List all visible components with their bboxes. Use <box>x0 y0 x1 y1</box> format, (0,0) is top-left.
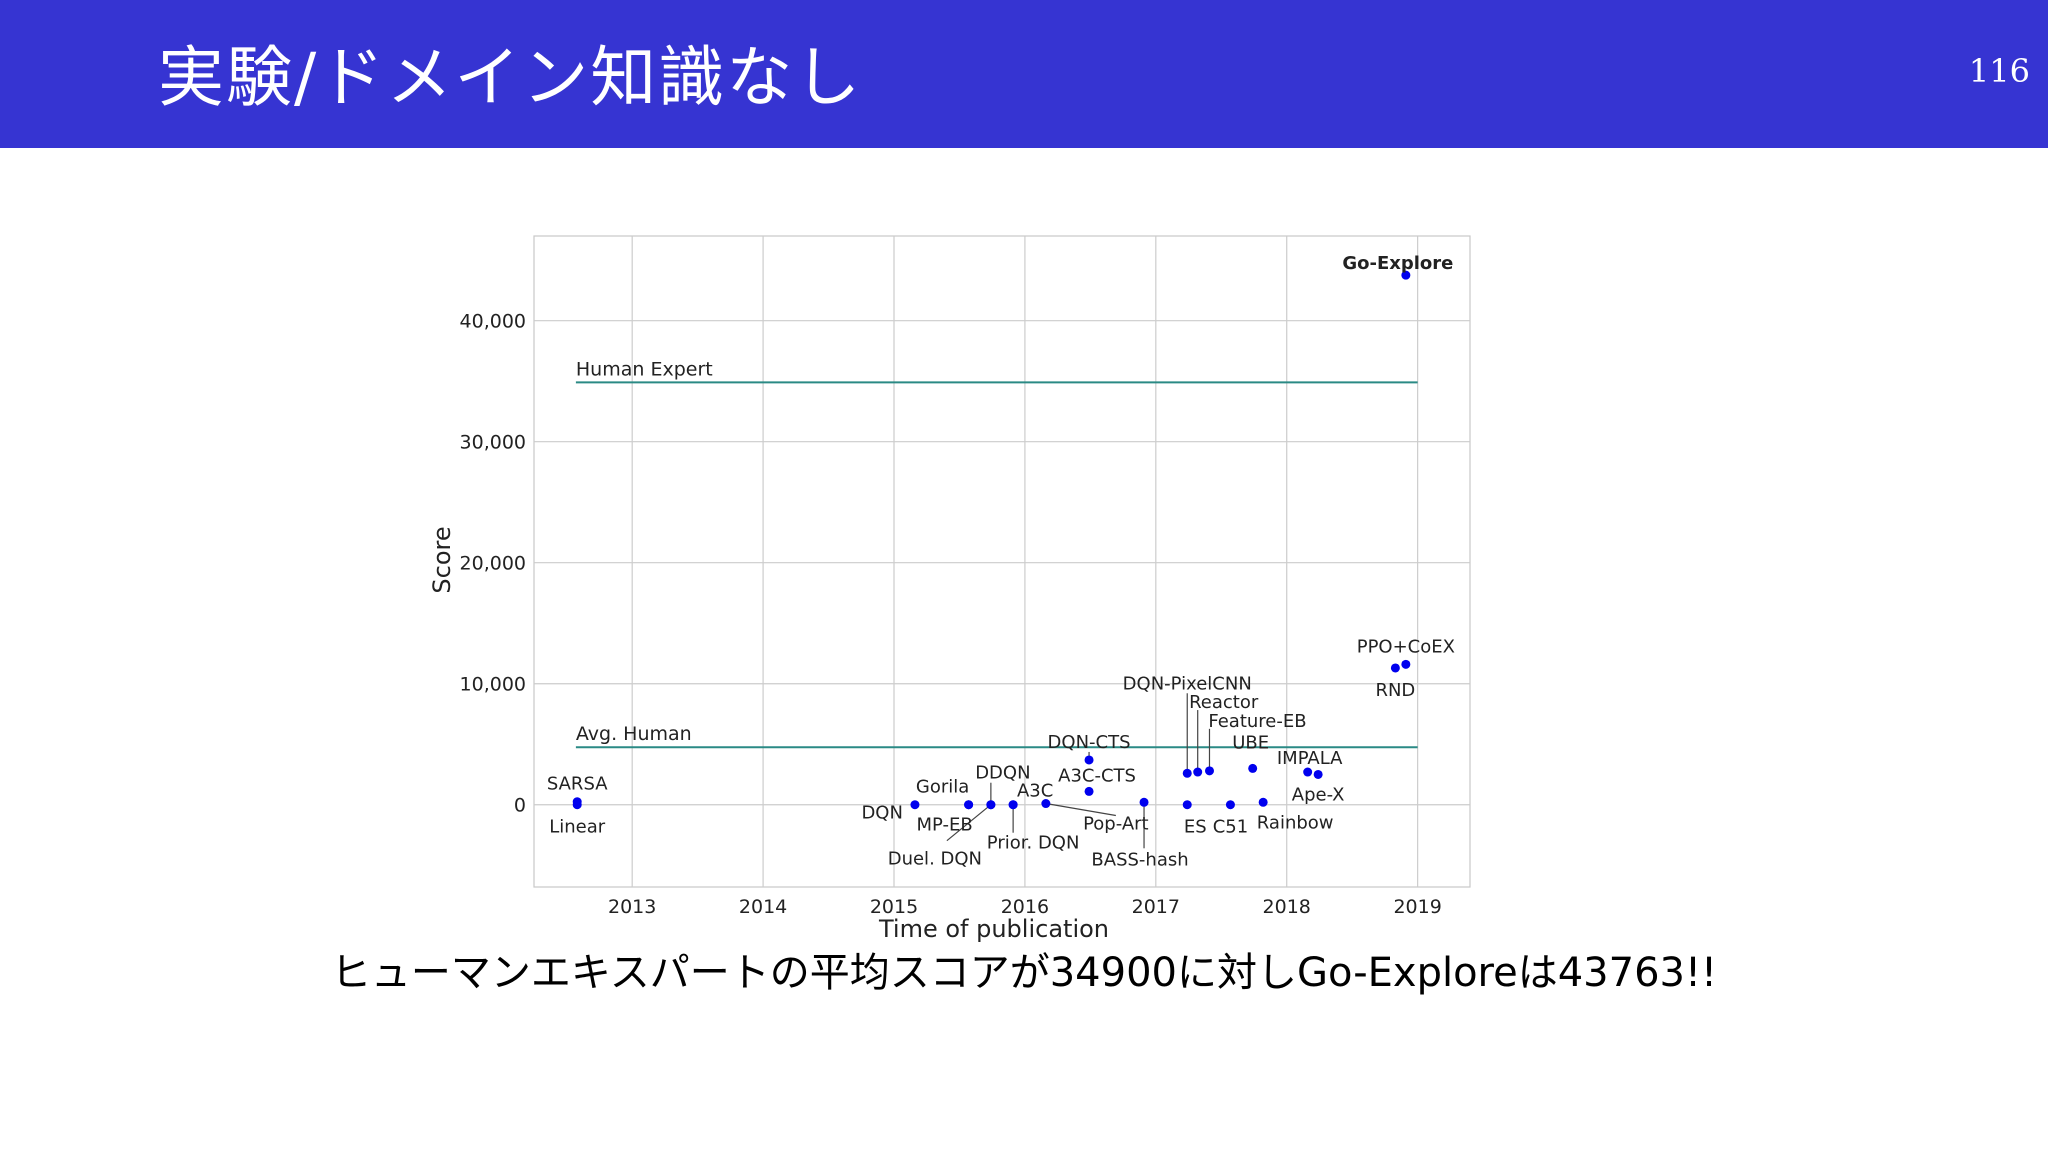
data-point <box>986 800 996 810</box>
point-leader-line <box>1045 802 1116 817</box>
data-point <box>1303 767 1313 777</box>
point-label: A3C-CTS <box>1058 765 1136 786</box>
point-label: Prior. DQN <box>987 833 1080 854</box>
x-tick-label: 2014 <box>739 896 787 918</box>
data-point <box>1390 663 1400 673</box>
point-label: Gorila <box>916 777 969 798</box>
data-point <box>1008 800 1018 810</box>
x-tick-label: 2017 <box>1132 896 1180 918</box>
slide-header: 実験/ドメイン知識なし 116 <box>0 0 2048 148</box>
data-point <box>964 800 974 810</box>
point-label: SARSA <box>547 774 608 795</box>
point-label: BASS-hash <box>1091 849 1188 870</box>
point-label: Linear <box>549 817 606 838</box>
point-label: IMPALA <box>1277 748 1343 769</box>
point-label: Duel. DQN <box>888 849 982 870</box>
point-label: DDQN <box>975 763 1030 784</box>
y-tick-label: 10,000 <box>460 674 526 696</box>
x-axis-label: Time of publication <box>878 915 1109 943</box>
data-point <box>1139 797 1149 807</box>
y-axis-label: Score <box>428 526 456 593</box>
point-label: Ape-X <box>1292 784 1345 805</box>
data-point <box>1204 766 1214 776</box>
y-tick-label: 0 <box>514 795 526 817</box>
y-tick-label: 40,000 <box>460 311 526 333</box>
reference-line-label: Human Expert <box>576 358 713 380</box>
x-tick-label: 2018 <box>1263 896 1311 918</box>
point-label: C51 <box>1213 817 1248 838</box>
data-point <box>1225 800 1235 810</box>
point-label: MP-EB <box>917 815 973 836</box>
data-point <box>1401 659 1411 669</box>
reference-line-label: Avg. Human <box>576 723 692 745</box>
y-tick-label: 20,000 <box>460 553 526 575</box>
x-tick-label: 2019 <box>1393 896 1441 918</box>
data-point <box>1248 763 1258 773</box>
data-point <box>1182 800 1192 810</box>
scatter-plot: 2013 2014 2015 2016 2017 2018 2019 0 10,000 20,00… <box>428 235 1471 943</box>
data-point <box>1258 797 1268 807</box>
data-point <box>1401 270 1411 280</box>
x-tick-label: 2016 <box>1001 896 1049 918</box>
point-label: DQN <box>861 803 903 824</box>
point-label: UBE <box>1232 732 1269 753</box>
point-label: Go-Explore <box>1342 253 1453 274</box>
point-label: RND <box>1375 680 1415 701</box>
data-point <box>1084 755 1094 765</box>
point-label: DQN-PixelCNN <box>1123 673 1252 694</box>
point-label: Rainbow <box>1257 812 1334 833</box>
point-label: Feature-EB <box>1208 711 1306 732</box>
point-label: Pop-Art <box>1083 814 1149 835</box>
point-label: Reactor <box>1189 692 1259 713</box>
data-point <box>1193 767 1203 777</box>
point-label: DQN-CTS <box>1048 732 1131 753</box>
slide-title: 実験/ドメイン知識なし <box>158 39 863 116</box>
data-point <box>1182 768 1192 778</box>
point-label: ES <box>1184 817 1207 838</box>
plot-frame <box>533 235 1471 888</box>
data-point <box>1084 786 1094 796</box>
y-tick-label: 30,000 <box>460 432 526 454</box>
x-tick-label: 2013 <box>608 896 656 918</box>
point-label: PPO+CoEX <box>1357 636 1455 657</box>
score-chart: 2013 2014 2015 2016 2017 2018 2019 0 10,000 20,00… <box>420 220 1500 950</box>
data-point <box>910 800 920 810</box>
data-point <box>572 800 582 810</box>
data-point <box>1041 799 1051 809</box>
point-leader-line <box>946 804 992 842</box>
x-tick-label: 2015 <box>870 896 918 918</box>
slide-caption: ヒューマンエキスパートの平均スコアが34900に対しGo-Exploreは437… <box>330 950 1718 996</box>
page-number: 116 <box>1968 52 2030 90</box>
data-point <box>1313 769 1323 779</box>
point-label: A3C <box>1017 781 1053 802</box>
